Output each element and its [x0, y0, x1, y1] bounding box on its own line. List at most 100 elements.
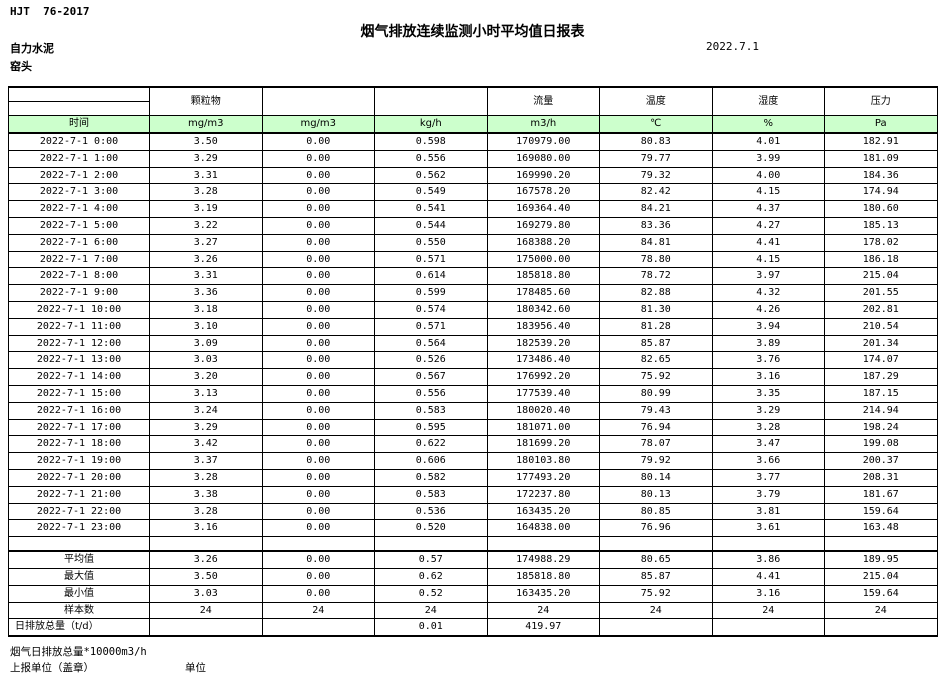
time-cell: 2022-7-1 3:00: [8, 183, 150, 202]
value-cell: 0.00: [261, 200, 375, 218]
value-cell: 0.00: [261, 452, 375, 470]
value-cell: 169364.40: [486, 200, 600, 218]
value-cell: 0.57: [374, 550, 488, 569]
table-row: 2022-7-1 11:00 3.10 0.00 0.571 183956.40…: [8, 317, 938, 336]
value-cell: 3.76: [711, 351, 825, 370]
stack-name: 窑头: [10, 60, 32, 73]
value-cell: 80.99: [599, 384, 713, 403]
value-cell: 180103.80: [486, 452, 600, 470]
value-cell: 3.79: [711, 485, 825, 504]
value-cell: 419.97: [486, 618, 600, 637]
data-rows: 2022-7-1 0:00 3.50 0.00 0.598 170979.00 …: [8, 132, 938, 538]
unit-cell: ℃: [599, 115, 713, 134]
summary-label-cell: 日排放总量（t/d）: [8, 618, 150, 637]
value-cell: 81.30: [599, 300, 713, 319]
value-cell: 0.00: [261, 300, 375, 319]
table-header: 颗粒物 流量 温度 湿度 压力 时间 mg/m3 mg/m3 kg/h m3/h…: [8, 86, 938, 134]
table-row: 2022-7-1 22:00 3.28 0.00 0.536 163435.20…: [8, 502, 938, 521]
value-cell: 0.571: [374, 317, 488, 336]
value-cell: 0.599: [374, 284, 488, 302]
value-cell: 3.18: [149, 300, 263, 319]
unit-cell: mg/m3: [149, 115, 263, 134]
value-cell: 0.00: [261, 435, 375, 454]
value-cell: 3.66: [711, 452, 825, 470]
time-cell: 2022-7-1 16:00: [8, 401, 150, 420]
value-cell: 80.13: [599, 485, 713, 504]
value-cell: 3.37: [149, 452, 263, 470]
value-cell: 82.88: [599, 284, 713, 302]
value-cell: 0.549: [374, 183, 488, 202]
time-cell: 2022-7-1 23:00: [8, 519, 150, 538]
summary-row: 最大值 3.50 0.00 0.62 185818.80 85.87 4.41 …: [8, 567, 938, 586]
value-cell: 3.28: [711, 418, 825, 437]
value-cell: 163435.20: [486, 502, 600, 521]
value-cell: 0.01: [374, 618, 488, 637]
value-cell: 175000.00: [486, 250, 600, 269]
value-cell: 3.38: [149, 485, 263, 504]
value-cell: 3.19: [149, 200, 263, 218]
value-cell: 0.00: [261, 166, 375, 185]
value-cell: 24: [261, 601, 375, 620]
table-row: 2022-7-1 16:00 3.24 0.00 0.583 180020.40…: [8, 401, 938, 420]
time-cell: 2022-7-1 2:00: [8, 166, 150, 185]
value-cell: 80.65: [599, 550, 713, 569]
table-row: 2022-7-1 19:00 3.37 0.00 0.606 180103.80…: [8, 452, 938, 470]
header-group-temperature: 温度: [599, 86, 713, 116]
value-cell: 3.03: [149, 351, 263, 370]
value-cell: 76.94: [599, 418, 713, 437]
value-cell: 3.28: [149, 502, 263, 521]
table-row: 2022-7-1 17:00 3.29 0.00 0.595 181071.00…: [8, 418, 938, 437]
time-cell: 2022-7-1 7:00: [8, 250, 150, 269]
value-cell: 78.07: [599, 435, 713, 454]
spacer-row: [8, 536, 938, 553]
spacer: [8, 536, 938, 553]
unit-cell: Pa: [824, 115, 938, 134]
value-cell: 0.00: [261, 233, 375, 252]
value-cell: 201.55: [824, 284, 938, 302]
value-cell: 189.95: [824, 550, 938, 569]
value-cell: [599, 618, 713, 637]
value-cell: 3.28: [149, 183, 263, 202]
time-header-cell: 时间: [8, 115, 150, 134]
time-cell: 2022-7-1 0:00: [8, 132, 150, 151]
value-cell: 0.544: [374, 216, 488, 235]
value-cell: 24: [824, 601, 938, 620]
flue-gas-total-note: 烟气日排放总量*10000m3/h: [10, 646, 147, 658]
value-cell: 4.00: [711, 166, 825, 185]
value-cell: 3.03: [149, 584, 263, 603]
time-cell: 2022-7-1 5:00: [8, 216, 150, 235]
value-cell: 0.595: [374, 418, 488, 437]
time-cell: 2022-7-1 22:00: [8, 502, 150, 521]
value-cell: 4.32: [711, 284, 825, 302]
value-cell: 3.29: [149, 418, 263, 437]
value-cell: 0.567: [374, 368, 488, 386]
report-table: 颗粒物 流量 温度 湿度 压力 时间 mg/m3 mg/m3 kg/h m3/h…: [8, 86, 938, 638]
value-cell: 181699.20: [486, 435, 600, 454]
value-cell: 0.00: [261, 468, 375, 487]
value-cell: 4.41: [711, 233, 825, 252]
value-cell: 176992.20: [486, 368, 600, 386]
value-cell: 167578.20: [486, 183, 600, 202]
value-cell: 3.31: [149, 267, 263, 286]
value-cell: 0.00: [261, 401, 375, 420]
value-cell: 3.42: [149, 435, 263, 454]
value-cell: 85.87: [599, 334, 713, 353]
value-cell: 3.26: [149, 550, 263, 569]
value-cell: 0.556: [374, 384, 488, 403]
value-cell: 0.00: [261, 267, 375, 286]
value-cell: 180.60: [824, 200, 938, 218]
value-cell: 24: [599, 601, 713, 620]
value-cell: 174988.29: [486, 550, 600, 569]
value-cell: 178485.60: [486, 284, 600, 302]
table-row: 2022-7-1 14:00 3.20 0.00 0.567 176992.20…: [8, 368, 938, 386]
spacer-cell: [261, 536, 375, 553]
value-cell: 201.34: [824, 334, 938, 353]
time-cell: 2022-7-1 20:00: [8, 468, 150, 487]
value-cell: 183956.40: [486, 317, 600, 336]
value-cell: 177493.20: [486, 468, 600, 487]
value-cell: [261, 618, 375, 637]
value-cell: 3.99: [711, 149, 825, 168]
value-cell: 168388.20: [486, 233, 600, 252]
unit-cell: kg/h: [374, 115, 488, 134]
value-cell: 3.97: [711, 267, 825, 286]
